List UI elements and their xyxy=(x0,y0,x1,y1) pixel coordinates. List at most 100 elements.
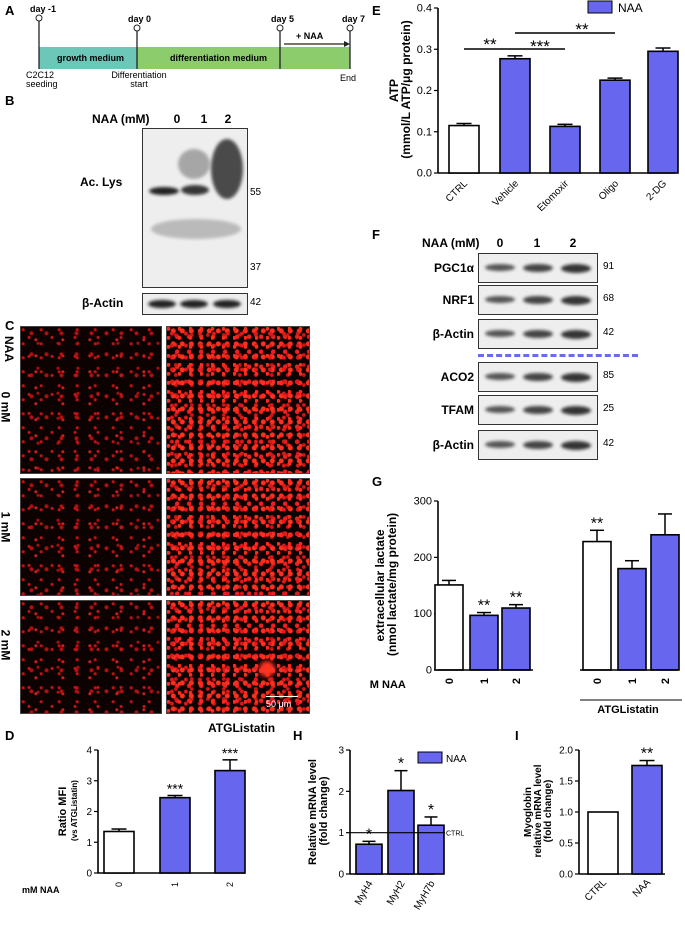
y-axis-label: (nmol lactate/mg protein) xyxy=(385,513,399,656)
micro-row-label: 1 mM xyxy=(0,512,13,543)
blot-row-label: PGC1α xyxy=(433,261,474,275)
day-label: day 5 xyxy=(271,14,295,24)
y-tick-label: 0.0 xyxy=(559,870,573,881)
panel-label-i: I xyxy=(515,728,519,743)
x-tick-label: 0 xyxy=(592,678,604,684)
significance-stars: ** xyxy=(641,746,653,763)
differentiation-start-label: Differentiation start xyxy=(111,70,167,89)
y-tick-label: 0.5 xyxy=(559,839,573,850)
sig-label: ** xyxy=(575,20,589,39)
scale-bar-label: 50 μm xyxy=(266,699,292,709)
significance-stars: * xyxy=(398,756,404,773)
legend-swatch xyxy=(417,751,443,764)
group-label: ATGListatin xyxy=(597,704,659,716)
x-tick-label: 1 xyxy=(479,678,491,684)
x-tick-label: MyH4 xyxy=(353,879,376,907)
x-tick-label: MyH7b xyxy=(412,879,438,912)
y-axis-label: (mmol/L ATP/μg protein) xyxy=(399,20,413,158)
blot-row xyxy=(478,285,598,315)
blot-row-label: β-Actin xyxy=(432,438,474,452)
x-tick-label: 1 xyxy=(170,882,180,887)
bar xyxy=(617,567,647,671)
y-tick-label: 300 xyxy=(414,496,432,508)
y-tick-label: 1.0 xyxy=(559,808,573,819)
y-tick-label: 1.5 xyxy=(559,777,573,788)
bar xyxy=(599,79,631,174)
end-label: End xyxy=(340,73,357,83)
bar xyxy=(417,824,445,875)
y-tick-label: 0.0 xyxy=(417,168,432,180)
y-tick-label: 0 xyxy=(86,869,92,880)
mw-marker: 42 xyxy=(250,297,262,308)
micrograph xyxy=(166,326,310,474)
mw-marker: 42 xyxy=(603,327,615,338)
blot-row-label: ACO2 xyxy=(440,370,474,384)
y-axis-label: Myoglobin xyxy=(523,787,534,837)
naa-addition-label: + NAA xyxy=(296,31,324,41)
y-tick-label: 0.4 xyxy=(417,3,432,15)
blot-divider xyxy=(478,354,638,357)
micrograph xyxy=(20,600,162,714)
blot-row-label: β-Actin xyxy=(432,327,474,341)
micrograph xyxy=(20,326,162,474)
x-tick-label: Etomoxir xyxy=(535,178,571,214)
y-tick-label: 4 xyxy=(86,746,92,757)
chart-h-mrna: 0 1 2 3 Relative mRNA level (fold change) * * * C… xyxy=(307,746,467,912)
bar xyxy=(587,811,619,875)
bar xyxy=(631,764,663,875)
y-tick-label: 3 xyxy=(338,746,344,757)
y-tick-label: 200 xyxy=(414,552,432,564)
bar xyxy=(650,533,680,671)
panel-label-h: H xyxy=(293,728,303,743)
x-tick-label: Oligo xyxy=(597,178,622,203)
y-tick-label: 100 xyxy=(414,608,432,620)
significance-stars: ** xyxy=(510,590,522,607)
y-tick-label: 2 xyxy=(86,807,92,818)
mw-marker: 91 xyxy=(603,261,615,272)
bar xyxy=(501,607,531,671)
bar xyxy=(647,50,679,174)
blot-row xyxy=(478,253,598,283)
chart-e-atp: 0.0 0.1 0.2 0.3 0.4 ATP(mmol/L ATP/μg protein… xyxy=(387,0,679,214)
blot-f-container: PGC1α 91 NRF1 68 β-Actin 42 ACO2 85 TFAM 25 β-Acti… xyxy=(432,253,615,460)
blot-f-header: NAA (mM) xyxy=(422,236,480,250)
sig-label: *** xyxy=(530,37,550,56)
bar xyxy=(214,769,246,874)
y-axis-label: Ratio MFI xyxy=(57,787,69,837)
x-tick-label: CTRL xyxy=(444,178,471,205)
y-tick-label: 0.1 xyxy=(417,126,432,138)
panel-label-g: G xyxy=(372,474,383,489)
reference-label: CTRL xyxy=(446,831,464,838)
x-tick-label: NAA xyxy=(631,877,654,900)
blot-row xyxy=(478,430,598,460)
chart-d-mfi: 0 1 2 3 4 Ratio MFI (vs ATGListatin) *** *** 0 1 2 m… xyxy=(22,745,246,895)
lane-label: 2 xyxy=(569,236,577,250)
y-tick-label: 0.2 xyxy=(417,85,432,97)
bar xyxy=(103,830,135,874)
y-axis-label: (vs ATGListatin) xyxy=(70,780,79,841)
y-axis-label: relative mRNA level xyxy=(533,764,544,857)
growth-medium-label: growth medium xyxy=(57,53,124,63)
lane-label: 1 xyxy=(200,112,208,126)
micrograph xyxy=(166,478,310,596)
micrograph xyxy=(166,600,310,714)
y-axis-label: extracellular lactate xyxy=(373,529,387,641)
blot-row xyxy=(478,319,598,349)
significance-stars: * xyxy=(428,802,434,819)
legend-swatch xyxy=(587,0,613,14)
blot-row xyxy=(478,395,598,425)
significance-stars: *** xyxy=(167,781,184,797)
x-tick-label: 0 xyxy=(114,882,124,887)
x-tick-label: 0 xyxy=(444,678,456,684)
blot-row-label: NRF1 xyxy=(442,293,474,307)
y-tick-label: 0.3 xyxy=(417,44,432,56)
seeding-label: C2C12 seeding xyxy=(26,70,58,89)
x-tick-label: 2 xyxy=(225,882,235,887)
bar xyxy=(434,584,464,671)
y-tick-label: 2.0 xyxy=(559,746,573,757)
bar xyxy=(549,125,581,174)
day-label: day 0 xyxy=(128,14,152,24)
mw-marker: 25 xyxy=(603,403,615,414)
x-tick-label: 2 xyxy=(660,678,672,684)
micrograph xyxy=(20,478,162,596)
